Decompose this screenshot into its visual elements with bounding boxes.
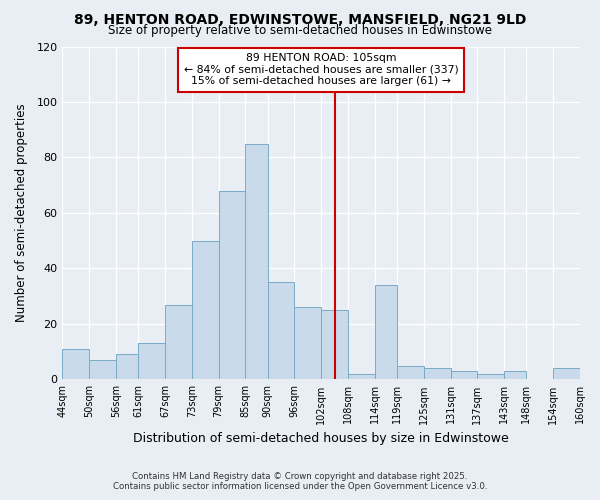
Bar [321,310,348,380]
Bar [218,191,245,380]
Bar [62,349,89,380]
X-axis label: Distribution of semi-detached houses by size in Edwinstowe: Distribution of semi-detached houses by … [133,432,509,445]
Bar [504,371,526,380]
Text: Contains HM Land Registry data © Crown copyright and database right 2025.
Contai: Contains HM Land Registry data © Crown c… [113,472,487,491]
Bar [116,354,138,380]
Text: 89, HENTON ROAD, EDWINSTOWE, MANSFIELD, NG21 9LD: 89, HENTON ROAD, EDWINSTOWE, MANSFIELD, … [74,12,526,26]
Bar [424,368,451,380]
Bar [89,360,116,380]
Text: 89 HENTON ROAD: 105sqm
← 84% of semi-detached houses are smaller (337)
15% of se: 89 HENTON ROAD: 105sqm ← 84% of semi-det… [184,53,458,86]
Bar [375,285,397,380]
Bar [268,282,295,380]
Bar [478,374,504,380]
Bar [165,304,192,380]
Bar [348,374,375,380]
Bar [397,366,424,380]
Bar [553,368,580,380]
Bar [192,240,218,380]
Bar [245,144,268,380]
Bar [451,371,478,380]
Text: Size of property relative to semi-detached houses in Edwinstowe: Size of property relative to semi-detach… [108,24,492,37]
Bar [138,344,165,380]
Y-axis label: Number of semi-detached properties: Number of semi-detached properties [15,104,28,322]
Bar [295,308,321,380]
